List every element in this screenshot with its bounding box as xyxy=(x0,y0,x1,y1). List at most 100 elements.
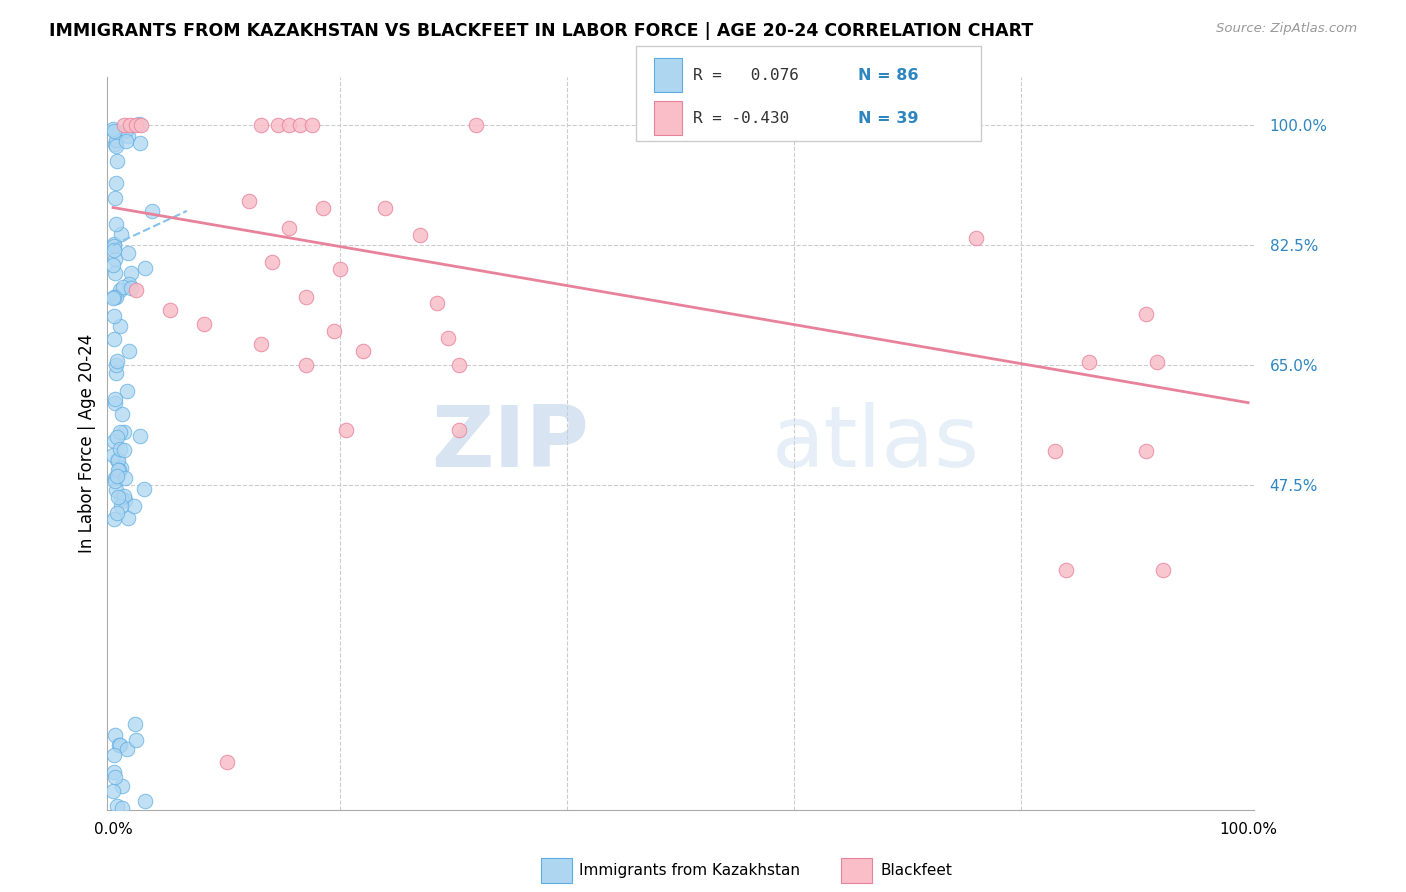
Point xyxy=(115,742,138,756)
Point xyxy=(1146,354,1168,368)
Point xyxy=(105,483,128,497)
Point xyxy=(105,217,128,231)
Point xyxy=(108,442,131,456)
Point xyxy=(110,801,132,815)
Text: IMMIGRANTS FROM KAZAKHSTAN VS BLACKFEET IN LABOR FORCE | AGE 20-24 CORRELATION C: IMMIGRANTS FROM KAZAKHSTAN VS BLACKFEET … xyxy=(49,22,1033,40)
Point xyxy=(114,471,136,485)
Point xyxy=(131,119,153,133)
Point xyxy=(105,506,128,520)
Point xyxy=(437,330,460,344)
Point xyxy=(104,367,127,381)
Point xyxy=(115,384,138,398)
Text: N = 86: N = 86 xyxy=(858,69,918,83)
Point xyxy=(108,319,131,334)
Point xyxy=(111,407,134,421)
Point xyxy=(1056,563,1078,577)
Point xyxy=(1078,354,1101,368)
Point xyxy=(105,798,128,813)
Point xyxy=(124,717,146,731)
Point xyxy=(129,429,152,443)
Point xyxy=(408,227,430,242)
Text: Immigrants from Kazakhstan: Immigrants from Kazakhstan xyxy=(579,863,800,878)
Point xyxy=(104,474,127,488)
Point xyxy=(159,303,181,318)
Point xyxy=(105,290,128,304)
Point xyxy=(125,733,148,747)
Point xyxy=(101,291,124,305)
Point xyxy=(352,344,374,359)
Point xyxy=(110,227,132,241)
Point xyxy=(105,453,128,467)
Point xyxy=(104,191,127,205)
Point xyxy=(249,337,271,351)
Point xyxy=(107,463,129,477)
Point xyxy=(335,423,357,437)
Point xyxy=(104,471,127,485)
Point xyxy=(115,135,138,149)
Point xyxy=(103,258,125,272)
Point xyxy=(114,493,136,508)
Point xyxy=(112,489,135,503)
Point xyxy=(112,443,135,458)
Point xyxy=(111,280,134,294)
Point xyxy=(374,201,396,215)
Point xyxy=(112,425,135,440)
Text: N = 39: N = 39 xyxy=(858,112,918,126)
Point xyxy=(449,423,471,437)
Point xyxy=(132,482,155,496)
Point xyxy=(295,289,318,303)
Point xyxy=(122,499,145,513)
Point xyxy=(108,283,131,297)
Point xyxy=(105,153,128,168)
Point xyxy=(104,252,127,267)
Point xyxy=(110,461,132,475)
Point xyxy=(104,358,127,372)
Point xyxy=(118,343,141,358)
Point xyxy=(117,245,139,260)
Point xyxy=(108,738,131,752)
Point xyxy=(110,425,132,439)
Point xyxy=(103,332,125,346)
Point xyxy=(108,738,131,752)
Point xyxy=(115,123,138,137)
Point xyxy=(104,770,127,784)
Text: Blackfeet: Blackfeet xyxy=(880,863,952,878)
Point xyxy=(103,434,125,449)
Point xyxy=(1135,307,1157,321)
Point xyxy=(111,779,134,793)
Point xyxy=(117,511,139,525)
Point xyxy=(323,324,346,338)
Point xyxy=(105,139,128,153)
Point xyxy=(134,261,156,276)
Point xyxy=(120,266,142,280)
Point xyxy=(107,453,129,467)
Text: R =   0.076: R = 0.076 xyxy=(693,69,799,83)
Point xyxy=(141,203,163,218)
Point xyxy=(104,136,127,151)
Point xyxy=(1043,443,1066,458)
Point xyxy=(215,755,238,769)
Point xyxy=(105,125,128,139)
Point xyxy=(105,430,128,444)
Point xyxy=(278,119,301,133)
Y-axis label: In Labor Force | Age 20-24: In Labor Force | Age 20-24 xyxy=(79,334,96,553)
Point xyxy=(104,392,127,406)
Point xyxy=(103,124,125,138)
Text: atlas: atlas xyxy=(772,402,980,485)
Point xyxy=(103,784,125,798)
Point xyxy=(104,728,127,742)
Point xyxy=(103,122,125,136)
Point xyxy=(193,317,215,331)
Point xyxy=(965,231,987,245)
Point xyxy=(312,201,335,215)
Point xyxy=(249,119,271,133)
Point xyxy=(134,794,156,808)
Point xyxy=(120,281,142,295)
Point xyxy=(104,396,127,410)
Point xyxy=(105,176,128,190)
Point xyxy=(112,119,135,133)
Point xyxy=(1152,563,1174,577)
Point xyxy=(103,448,125,462)
Point xyxy=(125,119,148,133)
Point xyxy=(103,512,125,526)
